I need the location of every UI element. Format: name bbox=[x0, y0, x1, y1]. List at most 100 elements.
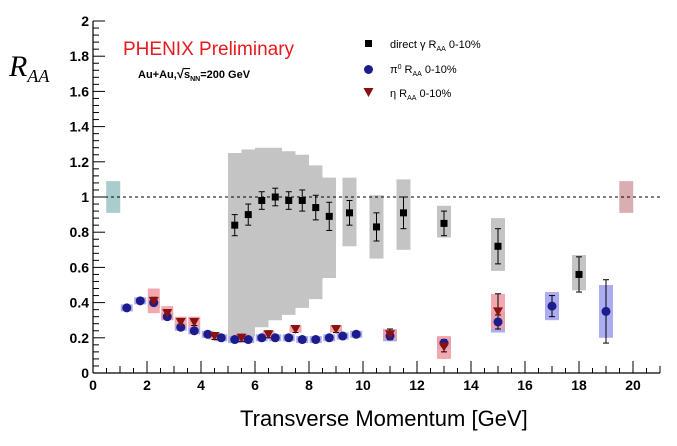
x-tick-label-16: 16 bbox=[517, 377, 533, 393]
eta-point-1 bbox=[162, 309, 173, 319]
chart-title: PHENIX Preliminary bbox=[123, 39, 295, 60]
x-tick-label-2: 2 bbox=[143, 377, 151, 393]
pi0-point-16 bbox=[338, 331, 348, 341]
legend-marker-direct-gamma bbox=[365, 40, 372, 47]
y-tick-label-1.6: 1.6 bbox=[70, 83, 90, 99]
data-points bbox=[122, 193, 611, 352]
direct-gamma-point-6 bbox=[312, 204, 320, 212]
sqrt-symbol: √ bbox=[177, 66, 185, 81]
y-axis-label-main: R bbox=[8, 50, 27, 83]
y-tick-label-0.4: 0.4 bbox=[70, 295, 90, 311]
tick-labels: 0 2 4 6 8 10 12 14 16 18 2000.20.40.60.811.21.41.6… bbox=[70, 13, 641, 393]
y-tick-label-1.8: 1.8 bbox=[70, 48, 90, 64]
x-tick-label-12: 12 bbox=[409, 377, 425, 393]
pi0-point-10 bbox=[257, 333, 267, 343]
x-tick-label-0: 0 bbox=[89, 377, 97, 393]
direct-gamma-point-7 bbox=[325, 212, 333, 220]
legend-pi0-sub: AA bbox=[413, 71, 423, 78]
subtitle-sub: NN bbox=[190, 76, 200, 83]
pi0-point-12 bbox=[284, 333, 294, 343]
direct-gamma-point-12 bbox=[494, 242, 502, 250]
y-tick-label-0: 0 bbox=[81, 365, 89, 381]
legend-eta-main: η R bbox=[390, 88, 407, 100]
y-tick-label-1.2: 1.2 bbox=[70, 154, 90, 170]
eta-point-8 bbox=[331, 325, 341, 334]
direct-gamma-point-13 bbox=[575, 270, 583, 278]
pi0-point-20 bbox=[493, 317, 503, 327]
pi0-point-4 bbox=[176, 322, 186, 332]
pi0-point-0 bbox=[122, 303, 132, 313]
y-tick-label-0.6: 0.6 bbox=[70, 259, 90, 275]
direct-gamma-point-11 bbox=[440, 219, 448, 227]
legend: direct γ RAA 0-10% π0 RAA 0-10% η RAA 0-… bbox=[363, 39, 481, 102]
direct-gamma-point-9 bbox=[373, 223, 380, 231]
pi0-point-22 bbox=[601, 306, 611, 316]
direct-gamma-point-2 bbox=[258, 197, 266, 205]
pi0-point-13 bbox=[297, 335, 307, 345]
pi0-point-21 bbox=[547, 301, 557, 311]
pi0-point-15 bbox=[324, 333, 334, 343]
norm-box-1 bbox=[619, 181, 634, 213]
legend-marker-pi0 bbox=[364, 65, 373, 74]
y-tick-label-0.8: 0.8 bbox=[70, 224, 90, 240]
legend-entry-direct-gamma: direct γ RAA 0-10% bbox=[390, 39, 481, 53]
y-axis-label: RAA bbox=[8, 50, 50, 86]
legend-direct-gamma-sub: AA bbox=[436, 46, 446, 53]
y-tick-label-0.2: 0.2 bbox=[70, 330, 90, 346]
eta-point-11 bbox=[493, 307, 503, 317]
pi0-point-14 bbox=[311, 335, 321, 345]
eta-point-2 bbox=[175, 317, 186, 327]
y-tick-label-1: 1 bbox=[81, 189, 89, 205]
direct-gamma-point-0 bbox=[231, 221, 239, 229]
pi0-point-17 bbox=[351, 329, 361, 339]
legend-pi0-r: R bbox=[402, 64, 413, 76]
direct-gamma-point-3 bbox=[271, 193, 279, 201]
eta-point-5 bbox=[236, 333, 247, 343]
pi0-point-1 bbox=[135, 296, 145, 306]
direct-gamma-point-10 bbox=[400, 209, 407, 217]
pi0-point-9 bbox=[243, 335, 253, 345]
y-tick-label-2: 2 bbox=[81, 13, 89, 29]
subtitle-sqrt: s bbox=[184, 69, 190, 81]
y-tick-label-1.4: 1.4 bbox=[70, 119, 90, 135]
eta-point-0 bbox=[148, 296, 159, 306]
pi0-point-8 bbox=[230, 335, 240, 345]
legend-marker-eta bbox=[363, 88, 374, 97]
chart-subtitle: Au+Au,√sNN=200 GeV bbox=[138, 66, 251, 83]
direct-gamma-point-5 bbox=[298, 197, 306, 205]
pi0-point-11 bbox=[270, 333, 280, 343]
x-tick-label-4: 4 bbox=[197, 377, 205, 393]
x-tick-label-10: 10 bbox=[355, 377, 371, 393]
legend-eta-tail: 0-10% bbox=[416, 88, 451, 100]
x-tick-label-6: 6 bbox=[251, 377, 259, 393]
eta-point-10 bbox=[439, 342, 449, 352]
eta-point-3 bbox=[189, 317, 200, 327]
x-tick-label-8: 8 bbox=[305, 377, 313, 393]
y-axis-label-sub: AA bbox=[26, 66, 50, 86]
subtitle-suffix: =200 GeV bbox=[200, 69, 251, 81]
eta-point-9 bbox=[385, 330, 395, 340]
legend-entry-eta: η RAA 0-10% bbox=[390, 88, 452, 102]
direct-gamma-point-1 bbox=[244, 211, 252, 219]
axes bbox=[92, 20, 661, 374]
eta-point-4 bbox=[209, 332, 220, 342]
eta-point-7 bbox=[290, 325, 301, 334]
direct-gamma-point-4 bbox=[285, 197, 293, 205]
x-tick-label-18: 18 bbox=[571, 377, 587, 393]
legend-entry-pi0: π0 RAA 0-10% bbox=[390, 64, 457, 78]
direct-gamma-point-8 bbox=[346, 209, 353, 217]
x-tick-label-14: 14 bbox=[463, 377, 479, 393]
subtitle-prefix: Au+Au, bbox=[138, 69, 177, 81]
legend-direct-gamma-tail: 0-10% bbox=[446, 39, 481, 51]
pi0-point-7 bbox=[216, 333, 226, 343]
eta-point-6 bbox=[263, 330, 274, 340]
pi0-point-5 bbox=[189, 326, 199, 336]
legend-pi0-sup: 0 bbox=[398, 64, 402, 71]
legend-eta-sub: AA bbox=[407, 95, 417, 102]
legend-pi0-tail: 0-10% bbox=[422, 64, 457, 76]
legend-pi0-main: π bbox=[390, 64, 398, 76]
legend-direct-gamma-main: direct γ R bbox=[390, 39, 437, 51]
x-axis-label: Transverse Momentum [GeV] bbox=[240, 406, 528, 431]
